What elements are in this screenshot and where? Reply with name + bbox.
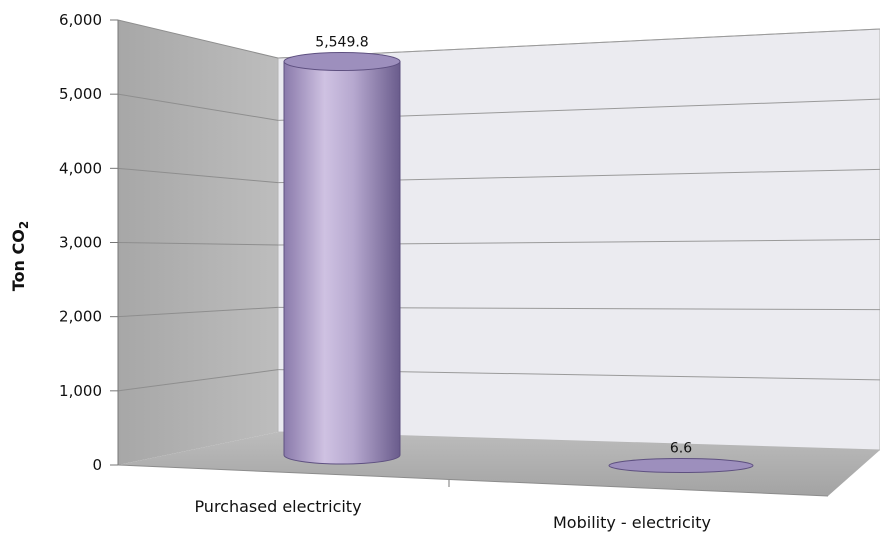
y-tick-label: 5,000 — [59, 85, 102, 103]
y-tick-label: 2,000 — [59, 308, 102, 326]
y-tick-label: 4,000 — [59, 159, 102, 177]
x-tick-label: Mobility - electricity — [553, 513, 711, 532]
bar — [283, 51, 401, 465]
gridline-side — [117, 369, 279, 392]
gridline-back — [277, 28, 880, 59]
gridline-side — [117, 306, 279, 318]
y-axis-label: Ton CO2 — [9, 221, 31, 291]
bar-top — [283, 51, 401, 71]
y-axis-label-text: Ton CO — [9, 229, 28, 291]
x-axis: Purchased electricity Mobility - electric… — [194, 480, 711, 532]
gridline-side — [117, 93, 279, 121]
y-tick-label: 6,000 — [59, 11, 102, 29]
y-axis-label-subscript: 2 — [17, 221, 31, 229]
data-label: 6.6 — [670, 441, 692, 457]
data-label: 5,549.8 — [315, 34, 368, 50]
y-tick-label: 0 — [92, 456, 102, 474]
bars: 5,549.8 6.6 — [283, 34, 754, 474]
side-wall — [118, 20, 278, 465]
bar-body — [283, 60, 401, 465]
bar-top — [608, 458, 754, 474]
floor-front-edge — [117, 464, 829, 497]
y-tick-label: 1,000 — [59, 382, 102, 400]
gridline-side — [117, 19, 279, 59]
y-axis: 0 1,000 2,000 3,000 4,000 5,000 6,000 — [59, 11, 119, 474]
x-tick-label: Purchased electricity — [194, 497, 361, 516]
bar — [608, 458, 754, 474]
gridline-side — [117, 167, 279, 184]
gridline-side — [117, 242, 279, 246]
y-tick-label: 3,000 — [59, 234, 102, 252]
